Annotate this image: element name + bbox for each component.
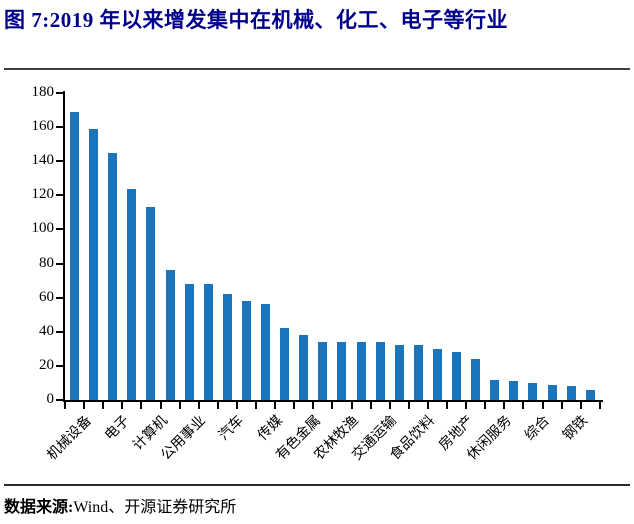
y-tick-label: 20	[39, 356, 54, 373]
bar	[452, 352, 462, 400]
x-tick-label: 钢铁	[560, 413, 592, 444]
x-tick	[64, 402, 66, 409]
x-tick-label: 综合	[522, 413, 553, 444]
bar	[89, 128, 99, 400]
y-tick	[56, 399, 63, 401]
y-axis	[63, 91, 65, 402]
x-tick	[350, 402, 353, 409]
data-source: 数据来源:Wind、开源证券研究所	[4, 493, 236, 517]
y-tick	[56, 364, 63, 367]
x-tick	[312, 402, 315, 409]
x-tick	[369, 402, 372, 409]
bar	[509, 381, 519, 400]
y-tick	[56, 262, 63, 265]
x-tick	[465, 402, 468, 409]
bar	[413, 345, 423, 400]
bar	[241, 301, 251, 400]
bar	[261, 304, 271, 400]
bar	[547, 384, 557, 400]
bar	[490, 379, 500, 400]
x-axis	[63, 400, 603, 402]
bar	[146, 207, 156, 400]
title-divider	[4, 68, 630, 70]
bar	[318, 342, 328, 400]
x-tick	[83, 402, 86, 409]
y-tick	[56, 330, 63, 333]
y-tick-label: 140	[31, 152, 55, 169]
x-tick	[388, 402, 391, 409]
x-tick	[331, 402, 334, 409]
x-tick	[216, 402, 219, 409]
x-tick	[522, 402, 525, 409]
y-tick-label: 60	[39, 288, 54, 305]
x-tick	[197, 402, 200, 409]
x-tick	[598, 402, 601, 409]
bar	[528, 382, 538, 400]
x-tick	[102, 402, 105, 409]
figure-title: 图 7:2019 年以来增发集中在机械、化工、电子等行业	[4, 8, 508, 32]
bar	[280, 328, 290, 400]
y-tick-label: 180	[31, 84, 55, 100]
bar	[585, 389, 595, 400]
y-tick-label: 80	[39, 254, 54, 271]
bar	[471, 359, 481, 400]
x-tick-label: 机械设备	[44, 413, 95, 464]
y-tick-label: 0	[46, 391, 55, 407]
bar	[108, 152, 118, 400]
y-tick-label: 120	[31, 186, 55, 203]
bar	[203, 284, 213, 400]
bar	[356, 342, 366, 400]
x-tick	[503, 402, 506, 409]
y-tick	[56, 228, 63, 231]
x-tick	[235, 402, 238, 409]
source-text: Wind、开源证券研究所	[73, 499, 237, 516]
x-tick-label: 传媒	[255, 413, 286, 444]
y-tick-label: 100	[31, 220, 55, 237]
bar	[222, 294, 232, 400]
bar	[299, 335, 309, 400]
x-tick	[121, 402, 124, 409]
x-tick	[407, 402, 410, 409]
bar	[432, 348, 442, 400]
x-tick-label: 电子	[102, 413, 133, 444]
x-tick	[140, 402, 143, 409]
source-label: 数据来源:	[4, 499, 74, 516]
x-tick-label: 汽车	[216, 413, 248, 444]
y-tick	[56, 92, 63, 94]
x-tick	[426, 402, 429, 409]
y-tick	[56, 126, 63, 129]
y-tick-label: 160	[31, 118, 55, 135]
y-tick-label: 40	[39, 322, 54, 339]
x-tick	[560, 402, 563, 409]
bar	[394, 345, 404, 400]
x-tick	[484, 402, 487, 409]
x-tick	[579, 402, 582, 409]
x-tick	[159, 402, 162, 409]
y-tick	[56, 194, 63, 197]
bar	[337, 342, 347, 400]
bar	[375, 342, 385, 400]
y-tick	[56, 296, 63, 299]
x-tick	[255, 402, 257, 409]
bar	[70, 111, 80, 400]
y-tick	[56, 160, 63, 163]
x-tick	[274, 402, 277, 409]
bar	[184, 284, 194, 400]
bar	[566, 386, 576, 400]
footer-divider	[4, 484, 630, 486]
x-tick	[541, 402, 544, 409]
bar	[127, 188, 137, 400]
bar-chart: 0 20 40 60 80 100 120 140 160 180 机械设备 电子 计算机 公用事业 汽车…	[0, 70, 634, 485]
x-tick	[446, 402, 448, 409]
x-tick	[178, 402, 181, 409]
x-tick	[293, 402, 296, 409]
bar	[165, 270, 175, 400]
